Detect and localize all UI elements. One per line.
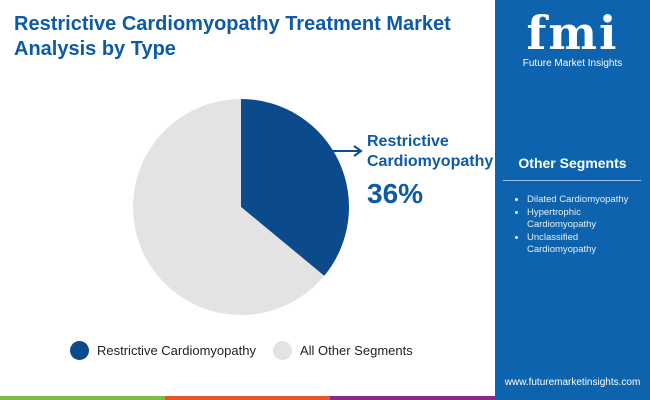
legend-swatch bbox=[70, 341, 89, 360]
legend-item-other: All Other Segments bbox=[273, 341, 413, 360]
legend-label: Restrictive Cardiomyopathy bbox=[97, 343, 256, 358]
divider bbox=[503, 180, 641, 181]
bottom-stripe-green bbox=[0, 396, 165, 400]
segment-list: Dilated Cardiomyopathy Hypertrophic Card… bbox=[513, 194, 650, 257]
callout-arrow bbox=[332, 145, 363, 157]
legend-swatch bbox=[273, 341, 292, 360]
list-item: Hypertrophic Cardiomyopathy bbox=[527, 207, 650, 232]
chart-title: Restrictive Cardiomyopathy Treatment Mar… bbox=[14, 13, 451, 60]
callout-value: 36% bbox=[367, 178, 424, 209]
pie-chart bbox=[133, 99, 363, 315]
list-item: Unclassified Cardiomyopathy bbox=[527, 232, 650, 257]
pie-slice-1 bbox=[133, 99, 325, 315]
legend-item-restrictive: Restrictive Cardiomyopathy bbox=[70, 341, 256, 360]
website-url[interactable]: www.futuremarketinsights.com bbox=[504, 377, 641, 388]
callout-label: Restrictive Cardiomyopathy bbox=[367, 133, 494, 170]
other-segments-heading: Other Segments bbox=[518, 155, 627, 171]
sidebar: fmi Future Market Insights Other Segment… bbox=[495, 0, 650, 400]
list-item: Dilated Cardiomyopathy bbox=[527, 194, 650, 207]
bottom-stripe-purple bbox=[330, 396, 495, 400]
pie-slice-0 bbox=[241, 99, 349, 276]
legend-label: All Other Segments bbox=[300, 343, 413, 358]
bottom-stripe-orange bbox=[165, 396, 330, 400]
fmi-logo: fmi Future Market Insights bbox=[515, 8, 630, 69]
brand-name: Future Market Insights bbox=[522, 58, 623, 69]
